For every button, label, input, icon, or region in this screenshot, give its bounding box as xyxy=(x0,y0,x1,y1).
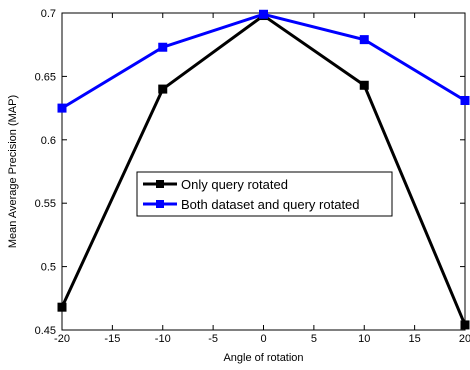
y-tick-label: 0.5 xyxy=(41,262,56,274)
data-point-marker xyxy=(359,35,369,45)
data-point-marker xyxy=(57,302,67,312)
x-tick-label: -10 xyxy=(155,333,171,345)
y-tick-label: 0.65 xyxy=(35,71,56,83)
data-point-marker xyxy=(359,80,369,90)
data-point-marker xyxy=(57,103,67,113)
x-tick-label: 15 xyxy=(409,333,421,345)
series-line xyxy=(61,12,466,110)
y-tick-label: 0.6 xyxy=(41,135,56,147)
legend: Only query rotated Both dataset and quer… xyxy=(136,171,393,217)
x-tick-label: -5 xyxy=(208,333,218,345)
x-tick-label: -20 xyxy=(54,333,70,345)
x-axis-ticks: -20 -15 -10 -5 0 5 10 15 20 xyxy=(54,13,470,345)
data-point-marker xyxy=(158,42,168,52)
legend-swatch-marker xyxy=(156,200,164,208)
legend-label: Both dataset and query rotated xyxy=(181,197,360,212)
x-tick-label: 20 xyxy=(459,333,470,345)
series-both-rotated xyxy=(57,9,470,113)
y-tick-label: 0.7 xyxy=(41,8,56,20)
data-point-marker xyxy=(158,84,168,94)
x-tick-label: 5 xyxy=(311,333,317,345)
y-tick-label: 0.55 xyxy=(35,198,56,210)
y-tick-label: 0.45 xyxy=(35,325,56,337)
series-only-query-rotated xyxy=(57,11,470,330)
series-line xyxy=(60,13,467,326)
legend-entry-both-rotated: Both dataset and query rotated xyxy=(143,197,360,212)
x-tick-label: -15 xyxy=(104,333,120,345)
x-axis-label: Angle of rotation xyxy=(223,352,303,364)
legend-box xyxy=(136,171,393,217)
y-axis-ticks: 0.45 0.5 0.55 0.6 0.65 0.7 xyxy=(35,8,465,337)
series-group xyxy=(57,9,470,330)
x-tick-label: 0 xyxy=(260,333,266,345)
data-point-marker xyxy=(460,320,470,330)
x-tick-label: 10 xyxy=(358,333,370,345)
legend-entry-only-query: Only query rotated xyxy=(143,177,288,192)
data-point-marker xyxy=(460,95,470,105)
y-axis-label: Mean Average Precision (MAP) xyxy=(7,95,19,248)
legend-label: Only query rotated xyxy=(181,177,288,192)
data-point-marker xyxy=(259,9,268,19)
legend-swatch-marker xyxy=(156,180,164,188)
